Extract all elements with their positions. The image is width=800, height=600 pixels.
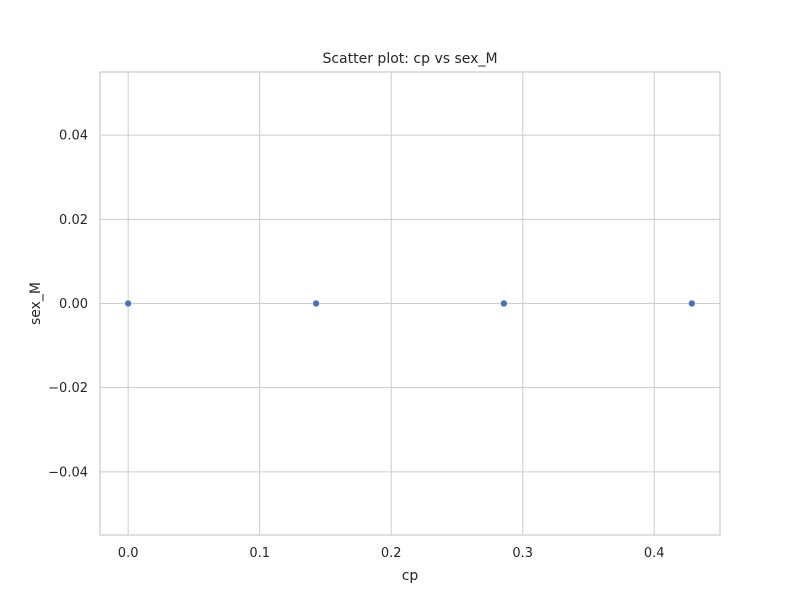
y-tick-label: 0.00	[59, 297, 88, 312]
x-axis-label: cp	[402, 568, 419, 584]
x-axis-ticks: 0.0 0.1 0.2 0.3 0.4	[118, 546, 665, 561]
x-tick-label: 0.4	[644, 546, 665, 561]
data-point	[124, 299, 132, 308]
data-point	[500, 299, 508, 308]
x-tick-label: 0.2	[381, 546, 402, 561]
y-tick-label: −0.02	[48, 381, 88, 396]
y-tick-label: 0.02	[59, 213, 88, 228]
data-point	[312, 299, 320, 308]
chart-title: Scatter plot: cp vs sex_M	[322, 51, 497, 67]
data-points	[124, 299, 696, 308]
y-axis-label: sex_M	[28, 282, 44, 325]
y-tick-label: 0.04	[59, 129, 88, 144]
plot-area	[99, 71, 721, 536]
data-point	[688, 299, 696, 308]
x-tick-label: 0.1	[249, 546, 270, 561]
x-tick-label: 0.3	[512, 546, 533, 561]
grid	[100, 72, 720, 535]
y-tick-label: −0.04	[48, 465, 88, 480]
x-tick-label: 0.0	[118, 546, 139, 561]
y-axis-ticks: −0.04 −0.02 0.00 0.02 0.04	[48, 129, 88, 481]
